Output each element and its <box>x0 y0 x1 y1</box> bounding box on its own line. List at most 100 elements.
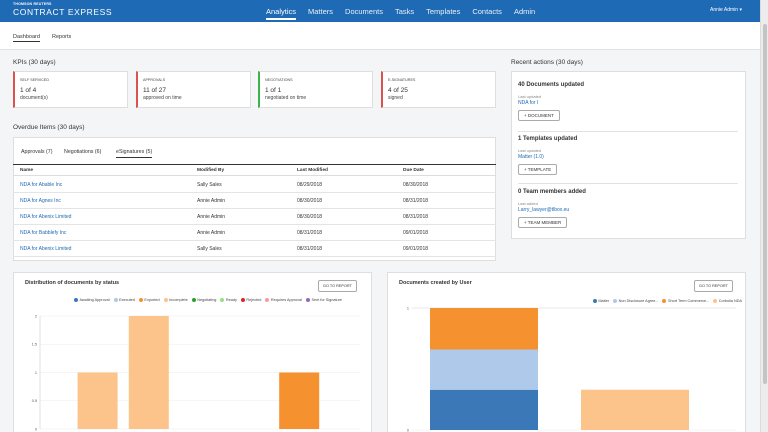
document-link[interactable]: NDA for Agnes Inc <box>20 198 61 204</box>
legend-item[interactable]: Ready <box>220 298 237 302</box>
kpi-description: negotiated on time <box>265 95 307 101</box>
legend-label: Rejected <box>246 298 262 302</box>
due-date: 08/30/2018 <box>403 182 429 188</box>
chart-title: Documents created by User <box>399 280 472 286</box>
legend-item[interactable]: Exported <box>138 298 160 302</box>
document-link[interactable]: NDA for Abenix Limited <box>20 246 72 252</box>
recent-documents-block: 40 Documents updated Last updated NDA fo… <box>518 82 738 121</box>
legend-item[interactable]: Rejected <box>240 298 262 302</box>
y-tick-label: 1 <box>35 371 37 375</box>
recent-block-caption: Last added <box>518 201 538 206</box>
nav-contacts[interactable]: Contacts <box>472 6 502 16</box>
recent-block-link[interactable]: Larry_lawyer@tlbox.eu <box>518 207 570 213</box>
legend-label: Incomplete <box>169 298 188 302</box>
modified-by: Annie Admin <box>197 198 226 204</box>
due-date: 08/31/2018 <box>403 214 429 220</box>
go-to-report-button[interactable]: GO TO REPORT <box>318 280 357 292</box>
y-tick-label: 0 <box>35 427 37 431</box>
legend-swatch <box>138 298 143 302</box>
divider <box>518 131 738 132</box>
kpi-label: E-SIGNATURES <box>388 78 416 82</box>
legend-item[interactable]: Requires Approval <box>265 298 302 302</box>
nav-matters[interactable]: Matters <box>308 6 334 16</box>
recent-block-title: 0 Team members added <box>518 189 586 195</box>
modified-by: Annie Admin <box>197 230 226 236</box>
tab-approvals[interactable]: Approvals (7) <box>21 149 53 155</box>
document-link[interactable]: NDA for Abenix Limited <box>20 214 72 220</box>
tab-negotiations[interactable]: Negotiations (6) <box>64 149 102 155</box>
add-template-button[interactable]: + TEMPLATE <box>518 164 558 175</box>
legend-label: Requires Approval <box>270 298 302 302</box>
legend-swatch <box>305 298 310 302</box>
chart-legend: Matter Non Disclosure Agree... Short Term … <box>500 299 744 305</box>
bar-segment <box>430 349 538 390</box>
legend-item[interactable]: Incomplete <box>163 298 188 302</box>
last-modified: 08/30/2018 <box>297 198 323 204</box>
kpi-approvals[interactable]: APPROVALS 11 of 27 approved on time <box>136 71 251 108</box>
brand-top-text: THOMSON REUTERS <box>13 2 52 6</box>
bar <box>77 372 118 429</box>
column-header-name[interactable]: Name <box>20 168 34 173</box>
column-header-due-date[interactable]: Due Date <box>403 168 424 173</box>
last-modified: 08/30/2018 <box>297 214 323 220</box>
table-row: NDA for Abenix Limited Annie Admin 08/30… <box>13 209 496 225</box>
brand-logo[interactable]: THOMSON REUTERS CONTRACT EXPRESS <box>13 2 113 17</box>
legend-item[interactable]: Corbolia NDA <box>713 299 742 303</box>
user-menu[interactable]: Annie Admin ▾ <box>710 7 742 13</box>
recent-actions-title: Recent actions (30 days) <box>511 59 583 66</box>
modified-by: Sally Sales <box>197 246 222 252</box>
legend-item[interactable]: Short Term Commerce... <box>662 299 709 303</box>
sub-tabs: Dashboard Reports <box>0 22 760 50</box>
page-scrollbar[interactable] <box>760 0 768 432</box>
recent-block-link[interactable]: NDA for I <box>518 100 539 106</box>
kpi-esignatures[interactable]: E-SIGNATURES 4 of 25 signed <box>381 71 496 108</box>
go-to-report-button[interactable]: GO TO REPORT <box>694 280 733 292</box>
legend-item[interactable]: Awaiting Approval <box>73 298 110 302</box>
document-link[interactable]: NDA for Abable Inc <box>20 182 63 188</box>
recent-block-caption: Last updated <box>518 148 542 153</box>
modified-by: Annie Admin <box>197 214 226 220</box>
y-tick-label: 0.5 <box>32 399 37 403</box>
nav-tasks[interactable]: Tasks <box>394 6 415 16</box>
y-tick-label: 2 <box>35 314 37 318</box>
tab-dashboard[interactable]: Dashboard <box>13 34 40 42</box>
legend-item[interactable]: Matter <box>592 299 609 303</box>
kpi-value: 4 of 25 <box>388 87 408 94</box>
nav-templates[interactable]: Templates <box>426 6 461 16</box>
legend-swatch <box>220 298 225 302</box>
legend-label: Executed <box>119 298 135 302</box>
legend-item[interactable]: Sent for Signature <box>305 298 342 302</box>
due-date: 09/01/2018 <box>403 246 429 252</box>
legend-swatch <box>592 299 597 303</box>
legend-label: Ready <box>225 298 237 302</box>
nav-documents[interactable]: Documents <box>345 6 383 16</box>
due-date: 09/01/2018 <box>403 230 429 236</box>
nav-analytics[interactable]: Analytics <box>266 7 297 20</box>
legend-item[interactable]: Executed <box>113 298 135 302</box>
add-team-member-button[interactable]: + TEAM MEMBER <box>518 217 568 228</box>
main-nav: Analytics Matters Documents Tasks Templa… <box>266 0 547 22</box>
recent-block-link[interactable]: Matter (1.0) <box>518 154 544 160</box>
tab-reports[interactable]: Reports <box>52 34 72 40</box>
column-header-last-modified[interactable]: Last Modified <box>297 168 328 173</box>
kpi-negotiations[interactable]: NEGOTIATIONS 1 of 1 negotiated on time <box>258 71 373 108</box>
modified-by: Sally Sales <box>197 182 222 188</box>
due-date: 08/31/2018 <box>403 198 429 204</box>
tab-esignatures[interactable]: eSignatures (5) <box>116 149 153 158</box>
legend-item[interactable]: Non Disclosure Agree... <box>613 299 658 303</box>
kpi-self-serviced[interactable]: SELF SERVICED 1 of 4 document(s) <box>13 71 128 108</box>
add-document-button[interactable]: + DOCUMENT <box>518 110 560 121</box>
legend-swatch <box>713 299 718 303</box>
legend-item[interactable]: Negotiating <box>191 298 216 302</box>
bar <box>128 316 169 429</box>
document-link[interactable]: NDA for Babblefy Inc <box>20 230 67 236</box>
scrollbar-thumb[interactable] <box>763 24 767 384</box>
legend-label: Exported <box>144 298 160 302</box>
last-modified: 08/31/2018 <box>297 230 323 236</box>
brand-main-text: CONTRACT EXPRESS <box>13 6 113 17</box>
recent-actions-card <box>511 71 746 239</box>
nav-admin[interactable]: Admin <box>513 6 536 16</box>
recent-block-title: 40 Documents updated <box>518 82 585 88</box>
column-header-modified-by[interactable]: Modified By <box>197 168 225 173</box>
kpi-label: SELF SERVICED <box>20 78 50 82</box>
